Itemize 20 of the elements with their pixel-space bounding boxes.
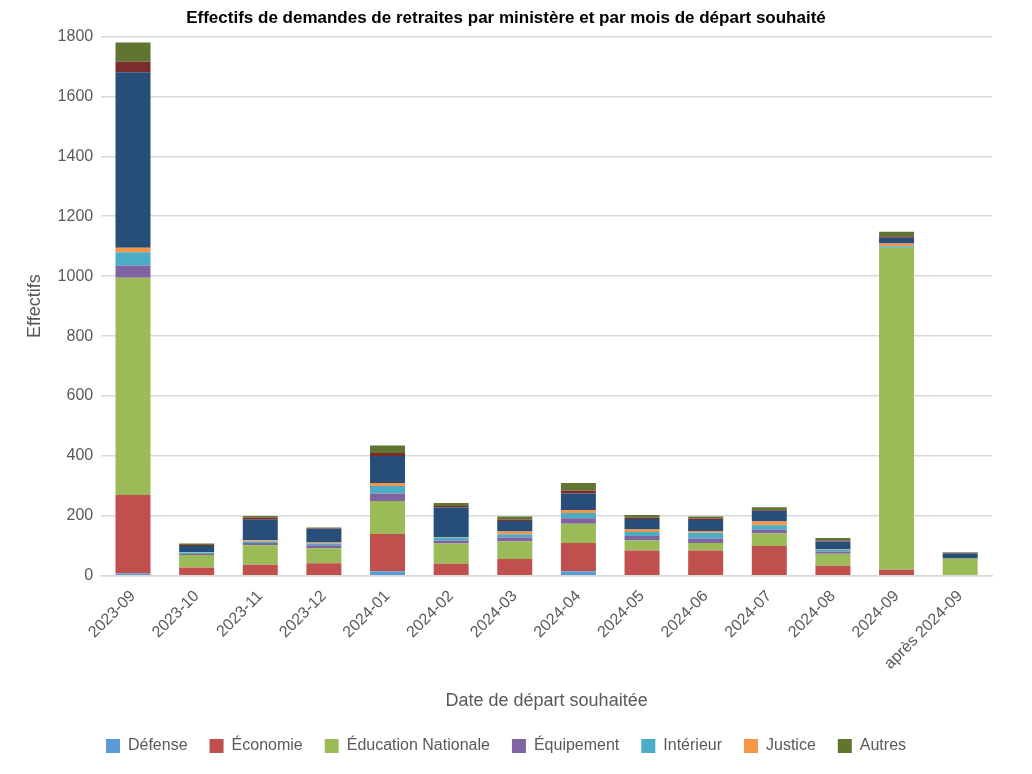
x-axis-title: Date de départ souhaitée (445, 690, 648, 711)
y-axis-title: Effectifs (23, 274, 44, 338)
legend-label: Intérieur (663, 736, 723, 754)
legend-label: Économie (231, 735, 303, 754)
y-tick-label: 1600 (57, 86, 94, 104)
legend-label: Justice (766, 736, 816, 754)
legend-label: Équipement (533, 735, 620, 754)
y-tick-label: 1800 (57, 26, 94, 44)
y-tick-label: 800 (66, 326, 94, 344)
y-tick-label: 400 (66, 446, 94, 464)
y-tick-label: 1000 (57, 266, 94, 284)
legend-label: Autres (859, 736, 907, 754)
y-tick-label: 0 (84, 566, 94, 584)
chart-title: Effectifs de demandes de retraites par ministère et par mois de départ souhaité (186, 7, 826, 27)
y-tick-label: 1400 (57, 146, 94, 164)
y-tick-label: 1200 (57, 206, 94, 224)
legend-label: Défense (127, 736, 188, 754)
y-tick-label: 200 (66, 506, 94, 524)
legend-label: Éducation Nationale (346, 735, 491, 754)
y-tick-label: 600 (66, 386, 94, 404)
